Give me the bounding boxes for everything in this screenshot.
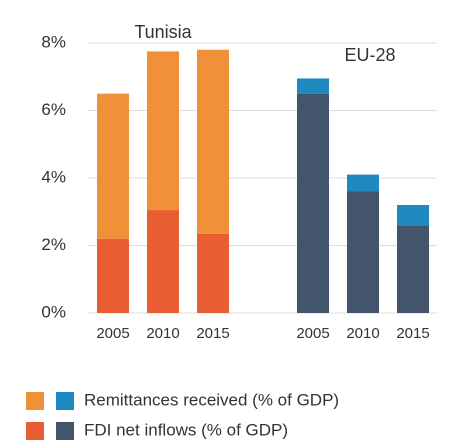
y-tick-label: 8% (41, 32, 66, 51)
y-tick-label: 6% (41, 100, 66, 119)
bar-segment (147, 51, 179, 211)
legend-swatch (26, 392, 44, 410)
bar-segment (97, 238, 129, 313)
legend-swatch (56, 392, 74, 410)
x-tick-label: 2010 (146, 325, 179, 342)
x-tick-label: 2015 (396, 325, 429, 342)
x-tick-label: 2005 (296, 325, 329, 342)
bar-segment (347, 191, 379, 313)
y-tick-label: 4% (41, 167, 66, 186)
x-tick-label: 2010 (346, 325, 379, 342)
bar-segment (197, 233, 229, 313)
bar-segment (297, 78, 329, 94)
group-label: Tunisia (134, 22, 192, 42)
x-tick-label: 2015 (196, 325, 229, 342)
bar-segment (397, 225, 429, 313)
legend-label: Remittances received (% of GDP) (84, 390, 339, 409)
legend-swatch (56, 422, 74, 440)
bar-segment (97, 93, 129, 239)
group-label: EU-28 (344, 45, 395, 65)
bar-segment (347, 174, 379, 192)
x-tick-label: 2005 (96, 325, 129, 342)
y-tick-label: 0% (41, 302, 66, 321)
bar-segment (197, 49, 229, 234)
bar-segment (297, 93, 329, 313)
bar-segment (397, 205, 429, 226)
legend-swatch (26, 422, 44, 440)
bar-segment (147, 210, 179, 313)
legend-label: FDI net inflows (% of GDP) (84, 420, 288, 439)
y-tick-label: 2% (41, 235, 66, 254)
